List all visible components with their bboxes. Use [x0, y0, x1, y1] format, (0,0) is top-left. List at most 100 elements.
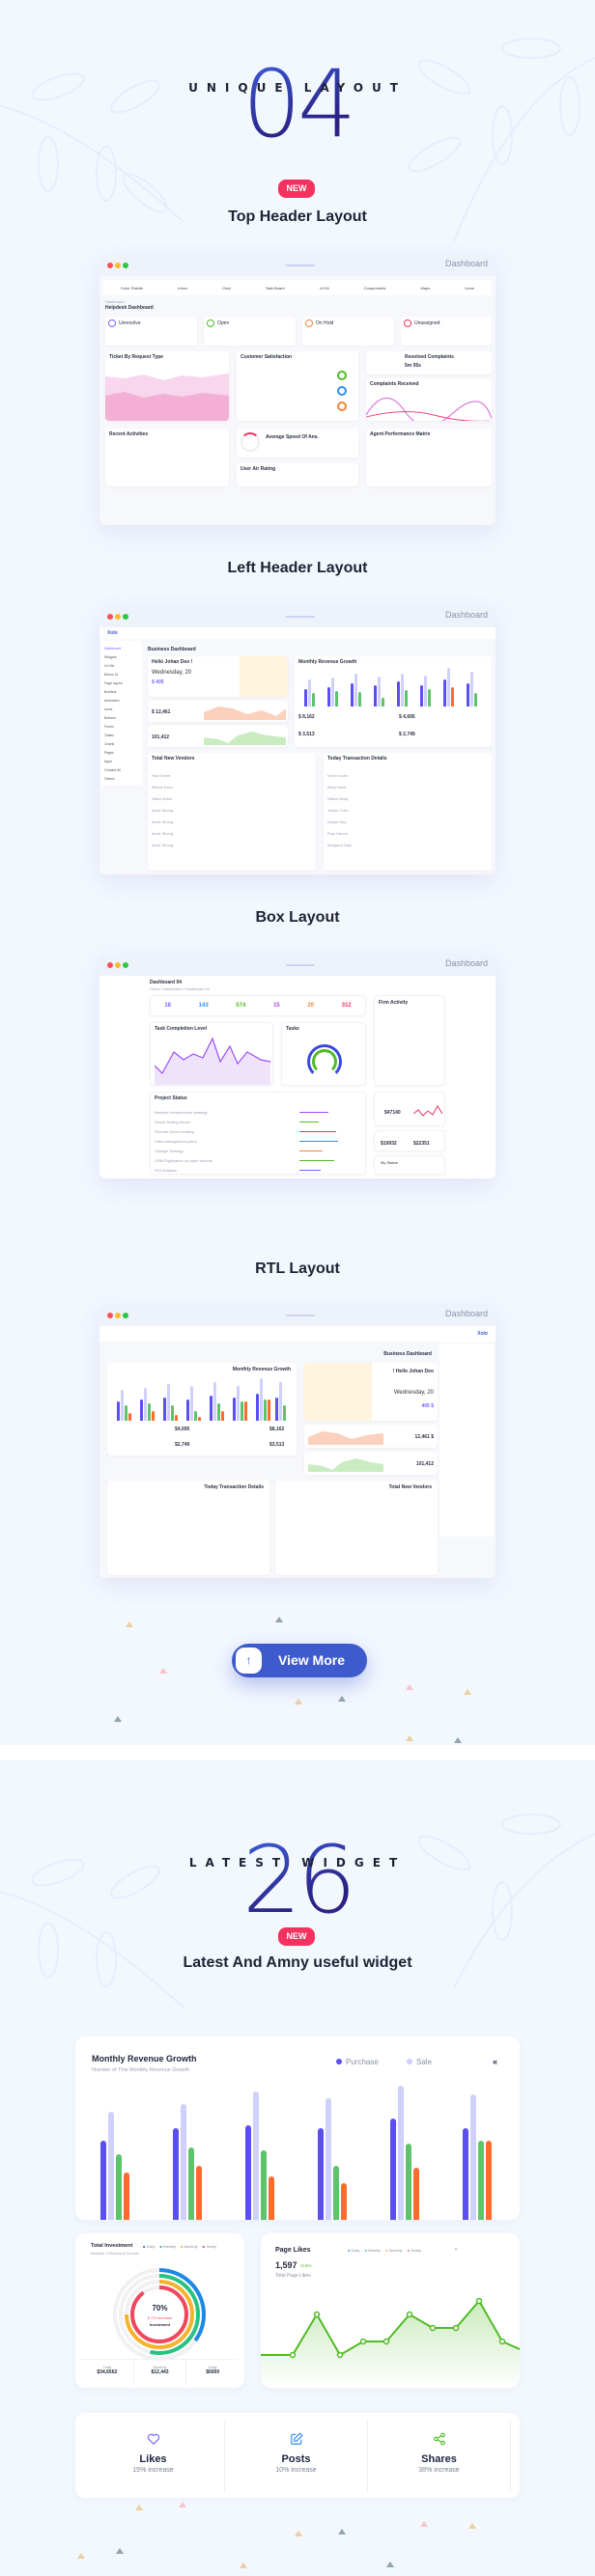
legend-sale: Sale [407, 2058, 432, 2066]
stat-value: 18 [164, 1003, 171, 1009]
double-chevron-left-icon[interactable]: « [493, 2057, 498, 2066]
confetti-decoration-icon [454, 1737, 462, 1743]
task-line-chart [155, 1037, 270, 1085]
sidebar-item[interactable]: Tables [104, 734, 115, 737]
close-icon[interactable]: ✕ [454, 2247, 459, 2253]
average-speed-card: Average Speed Of Ans. [237, 429, 358, 457]
sidebar-item[interactable]: UI Kits [104, 664, 115, 668]
close-dot-icon [107, 962, 113, 968]
day-label: Wednesday, 20 [152, 670, 192, 676]
legend-item: ■ Daily [143, 2244, 156, 2249]
rtl-layout-preview[interactable]: Dashboard Xolo Business Dashboard Monthl… [99, 1305, 496, 1578]
project-row: Network Infrastructure strategy [155, 1108, 363, 1118]
confetti-decoration-icon [114, 1716, 122, 1722]
ticket-ring-icon [305, 319, 313, 327]
nav-item[interactable]: Icons [465, 285, 474, 291]
card-title: Tasks [286, 1026, 299, 1032]
sidebar: Dashboard Widgets UI Kits Bonus UI Page … [101, 641, 142, 786]
maximize-dot-icon [123, 1313, 128, 1318]
sidebar-item[interactable]: Charts [104, 742, 115, 746]
nav-item[interactable]: UI Kit [319, 285, 329, 291]
leaf-decoration-icon [408, 38, 595, 242]
transaction-name: Jessie Colin [327, 808, 349, 813]
confetti-decoration-icon [77, 2553, 85, 2559]
project-list: Network Infrastructure strategy Server t… [155, 1108, 363, 1176]
nav-item[interactable]: Task Board [265, 285, 285, 291]
left-header-preview[interactable]: Dashboard Xolo Dashboard Widgets UI Kits… [99, 606, 496, 874]
project-task: Storage Strategy [155, 1149, 184, 1153]
nav-item[interactable]: Color Palette [121, 285, 144, 291]
summary-value: $ 8,162 [298, 714, 315, 720]
sidebar-item[interactable]: Icons [104, 707, 113, 711]
sidebar-item[interactable]: Animation [104, 699, 120, 703]
stats-strip: 18 143 574 15 20 312 [150, 995, 366, 1016]
transactions-list: Karen Leah Mary Duck Wilton Molly Jessie… [327, 770, 352, 851]
footer-value: $12,443 [151, 2369, 169, 2375]
box-layout-preview[interactable]: Dashboard Dashboard 04 Home / Dashboard … [99, 955, 496, 1178]
sidebar-item[interactable]: Apps [104, 760, 112, 763]
firm-activity-card: Firm Activity [374, 995, 445, 1086]
ticket-ring-icon [404, 319, 411, 327]
maximize-dot-icon [123, 614, 128, 620]
nav-item[interactable]: Inbox [178, 285, 188, 291]
confetti-decoration-icon [386, 2562, 394, 2567]
sidebar-item[interactable]: Buttons [104, 716, 116, 720]
sidebar-item[interactable]: Page layout [104, 681, 123, 685]
confetti-decoration-icon [338, 1696, 346, 1702]
legend-item: ● Monthly [385, 2248, 403, 2253]
nav-item[interactable]: Components [363, 285, 386, 291]
card-title: Complaints Received [370, 381, 419, 387]
hero-illustration [240, 656, 288, 697]
legend-label: Weekly [367, 2248, 382, 2253]
score-ring-icon [337, 402, 347, 411]
vendor-name: Anna Strong [152, 808, 174, 813]
sidebar-item[interactable]: Dashboard [104, 647, 122, 651]
agent-performance-card: Agent Performance Matrix [366, 429, 492, 486]
stat-value: 15 [272, 1003, 280, 1009]
project-status-card: Project Status Network Infrastructure st… [150, 1092, 366, 1175]
new-vendors-card: Total New Vendors [275, 1481, 438, 1575]
mini-bar-chart [115, 1378, 289, 1421]
sidebar-item[interactable]: Contact All [104, 768, 121, 772]
confetti-decoration-icon [406, 1735, 413, 1741]
recent-activities-card: Recent Activities [105, 429, 229, 486]
close-dot-icon [107, 1313, 113, 1318]
ticket-request-card: Ticket By Request Type [105, 351, 229, 421]
earning-value: 405 $ [421, 1403, 434, 1409]
confetti-decoration-icon [468, 2523, 476, 2529]
url-pill [286, 616, 315, 618]
sidebar-item[interactable]: Widgets [104, 655, 117, 659]
leaf-decoration-icon [417, 1814, 595, 1988]
view-more-button[interactable]: ↑ View More [232, 1644, 367, 1677]
sidebar-item[interactable]: Builders [104, 690, 117, 694]
summary-value: $ 2,749 [399, 732, 415, 737]
complaints-line-chart [366, 398, 492, 421]
sidebar-item[interactable]: Pages [104, 751, 114, 755]
sidebar-item[interactable]: Forms [104, 725, 114, 729]
vendor-name: Nick Stone [152, 773, 171, 778]
confetti-decoration-icon [464, 1689, 471, 1695]
card-title: Monthly Revenue Growth [92, 2054, 197, 2064]
greeting: ! Hello Johan Deo [392, 1369, 434, 1374]
ticket-label: On Hold [316, 320, 334, 326]
card-title: Total New Vendors [388, 1484, 432, 1490]
nav-item[interactable]: Maps [420, 285, 431, 291]
page-title: Helpdesk Dashboard [105, 305, 154, 311]
footer-label: Total [102, 2365, 112, 2369]
confetti-decoration-icon [295, 1699, 302, 1704]
minimize-dot-icon [115, 614, 121, 620]
sidebar-item[interactable]: Others [104, 777, 115, 781]
ticket-ring-icon [108, 319, 116, 327]
stat-sub: 38% increase [418, 2467, 460, 2474]
top-bar: Xolo [99, 627, 496, 639]
legend-label: Daily [146, 2244, 156, 2249]
top-header-preview[interactable]: Dashboard Color Palette Inbox Chat Task … [99, 255, 496, 525]
card-title: Today Transaction Details [327, 756, 387, 762]
page-likes-change: ↑5.6% [299, 2263, 312, 2268]
nav-item[interactable]: Chat [222, 285, 231, 291]
sidebar-item[interactable]: Bonus UI [104, 673, 119, 677]
legend-label: Yearly [411, 2248, 422, 2253]
posts-stat: Posts 10% increase [225, 2421, 368, 2492]
card-title: Agent Performance Matrix [370, 431, 431, 437]
page-title: Dashboard 04 [150, 980, 183, 985]
